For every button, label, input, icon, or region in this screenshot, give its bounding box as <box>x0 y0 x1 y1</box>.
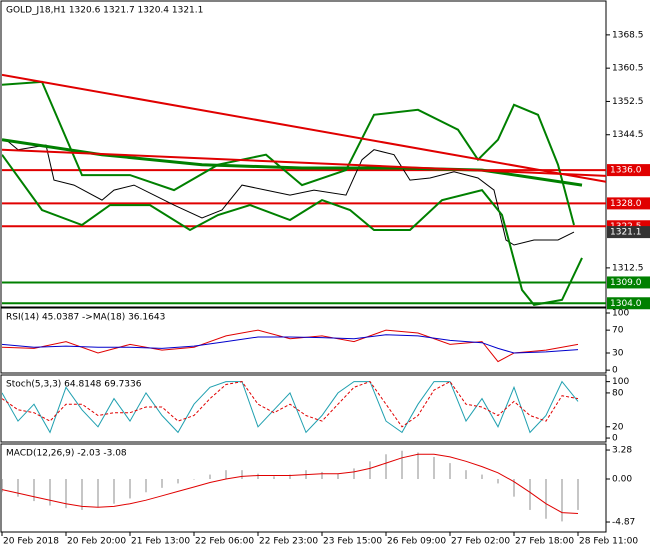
histogram-bar <box>465 470 467 480</box>
y-tick-label: 3.28 <box>612 446 632 456</box>
histogram-bar <box>561 479 563 522</box>
x-tick-label: 20 Feb 20:00 <box>67 537 126 547</box>
x-tick-label: 23 Feb 15:00 <box>323 537 382 547</box>
y-tick-label: -4.87 <box>612 518 635 528</box>
series-line <box>2 73 606 183</box>
series-line <box>2 154 583 306</box>
y-tick-label: 70 <box>612 326 624 336</box>
x-tick-label: 27 Feb 18:00 <box>515 537 574 547</box>
histogram-bar <box>353 468 355 480</box>
series-line <box>2 148 606 177</box>
panel-frame <box>0 0 607 308</box>
histogram-bar <box>177 479 179 484</box>
histogram-bar <box>513 479 515 497</box>
y-tick-label: 30 <box>612 349 624 359</box>
histogram-bar <box>113 479 115 504</box>
histogram-bar <box>241 470 243 480</box>
y-tick-label: 1352.5 <box>612 97 644 107</box>
histogram-bar <box>129 479 131 499</box>
histogram-bar <box>337 473 339 480</box>
y-tick-label: 100 <box>612 309 629 319</box>
level-label: 1304.0 <box>610 299 642 309</box>
histogram-bar <box>481 474 483 480</box>
histogram-bar <box>17 479 19 497</box>
panel-title: Stoch(5,3,3) 64.8148 69.7336 <box>6 380 142 390</box>
panel-title: GOLD_J18,H1 1320.6 1321.7 1320.4 1321.1 <box>6 6 203 16</box>
y-tick-label: 1360.5 <box>612 64 644 74</box>
histogram-bar <box>369 461 371 480</box>
panel-frame <box>0 443 607 533</box>
x-tick-label: 27 Feb 02:00 <box>451 537 510 547</box>
histogram-bar <box>289 474 291 480</box>
y-tick-label: 1344.5 <box>612 130 644 140</box>
histogram-bar <box>433 456 435 480</box>
histogram-bar <box>2 479 3 493</box>
y-tick-label: 0 <box>612 434 618 444</box>
x-tick-label: 20 Feb 2018 <box>3 537 59 547</box>
histogram-bar <box>209 474 211 480</box>
histogram-bar <box>449 463 451 480</box>
histogram-bar <box>97 479 99 508</box>
last-price-label: 1321.1 <box>610 228 642 238</box>
histogram-bar <box>545 479 547 519</box>
histogram-bar <box>225 470 227 480</box>
last-price-box <box>607 226 650 239</box>
panel-title: RSI(14) 45.0387 ->MA(18) 36.1643 <box>6 313 165 323</box>
level-label: 1328.0 <box>610 199 642 209</box>
series-line <box>2 334 579 354</box>
level-box <box>607 297 650 310</box>
histogram-bar <box>385 454 387 480</box>
y-tick-label: 20 <box>612 422 624 432</box>
histogram-bar <box>257 473 259 480</box>
y-tick-label: 100 <box>612 377 629 387</box>
y-tick-label: 0.00 <box>612 475 632 485</box>
histogram-bar <box>497 479 499 484</box>
x-tick-label: 21 Feb 13:00 <box>131 537 190 547</box>
x-tick-label: 22 Feb 06:00 <box>195 537 254 547</box>
series-line <box>5 139 575 246</box>
histogram-bar <box>577 479 579 510</box>
series-line <box>2 453 579 514</box>
histogram-bar <box>49 479 51 506</box>
panel-title: MACD(12,26,9) -2.03 -3.08 <box>6 449 127 459</box>
panel-frame <box>0 307 607 374</box>
y-tick-label: 80 <box>612 388 624 398</box>
x-tick-label: 22 Feb 23:00 <box>259 537 318 547</box>
level-box <box>607 197 650 210</box>
level-box <box>607 164 650 177</box>
y-tick-label: 1368.5 <box>612 30 644 40</box>
y-tick-label: 1312.5 <box>612 263 644 273</box>
histogram-bar <box>321 471 323 480</box>
histogram-bar <box>417 452 419 480</box>
level-box <box>607 276 650 289</box>
histogram-bar <box>401 450 403 480</box>
level-label: 1336.0 <box>610 166 642 176</box>
histogram-bar <box>161 479 163 488</box>
series-line <box>2 380 579 434</box>
histogram-bar <box>33 479 35 502</box>
x-tick-label: 26 Feb 09:00 <box>387 537 446 547</box>
histogram-bar <box>529 479 531 510</box>
series-line <box>2 80 575 226</box>
histogram-bar <box>65 479 67 509</box>
histogram-bar <box>193 479 195 480</box>
x-tick-label: 28 Feb 11:00 <box>579 537 638 547</box>
panel-frame <box>0 374 607 443</box>
level-label: 1309.0 <box>610 278 642 288</box>
histogram-bar <box>81 479 83 510</box>
histogram-bar <box>273 476 275 480</box>
series-line <box>2 380 579 428</box>
y-tick-label: 0 <box>612 366 618 376</box>
histogram-bar <box>145 479 147 493</box>
